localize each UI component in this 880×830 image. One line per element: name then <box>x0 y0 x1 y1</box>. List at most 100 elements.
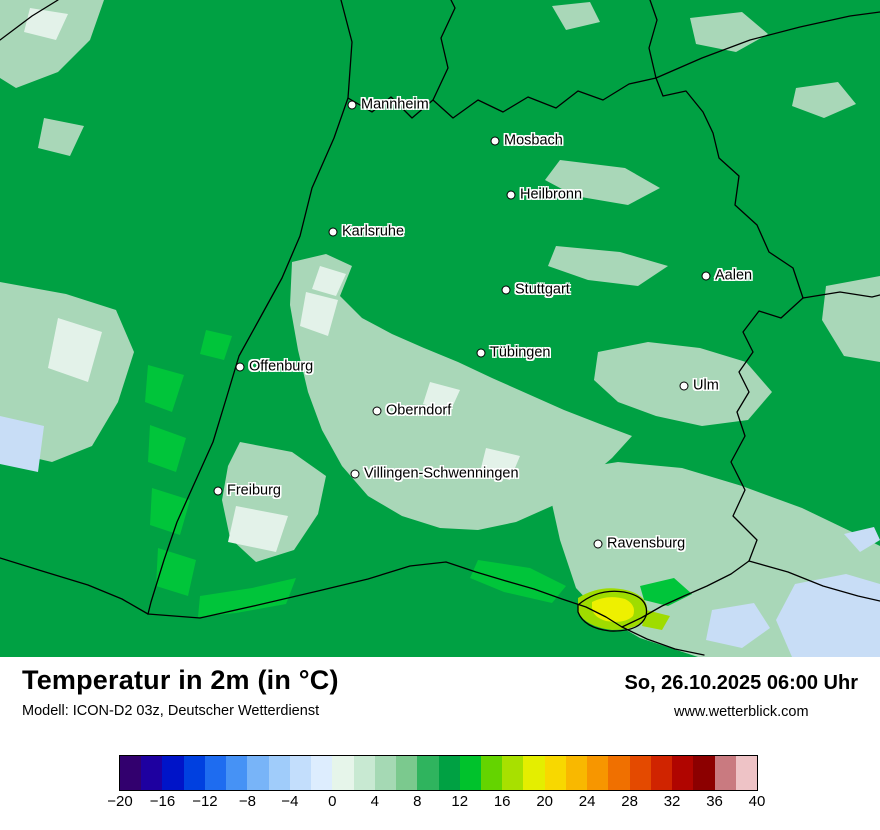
border-top-left <box>0 0 59 41</box>
colorbar-segment-9 <box>311 756 333 790</box>
city-label: Offenburg <box>249 358 314 375</box>
city-dot <box>679 381 689 391</box>
border-top-right <box>655 11 880 79</box>
footer-left: Temperatur in 2m (in °C) Modell: ICON-D2… <box>22 665 339 719</box>
colorbar-segment-3 <box>183 756 205 790</box>
website-url: www.wetterblick.com <box>673 704 809 720</box>
colorbar-segment-23 <box>608 756 630 790</box>
city-dot <box>347 100 357 110</box>
colorbar-segment-26 <box>672 756 694 790</box>
map-title: Temperatur in 2m (in °C) <box>22 665 339 695</box>
city-dot <box>213 486 223 496</box>
city-markers: Mannheim Mosbach Heilbronn Karlsruhe Aalen St… <box>213 96 753 552</box>
border-east <box>730 297 804 562</box>
border-south-hochrhein <box>147 560 750 628</box>
footer: Temperatur in 2m (in °C) Modell: ICON-D2… <box>0 657 880 830</box>
border-right-stub <box>802 291 880 299</box>
colorbar-segment-17 <box>480 756 503 790</box>
colorbar-segment-13 <box>396 756 418 790</box>
lake-constance-outline <box>577 590 648 632</box>
state-borders <box>0 0 880 656</box>
colorbar-tick-minus12: −12 <box>192 793 218 810</box>
colorbar-segment-29 <box>735 756 758 790</box>
colorbar-segment-15 <box>438 756 460 790</box>
colorbar-tick-12: 12 <box>451 793 469 810</box>
colorbar-segment-18 <box>502 756 524 790</box>
colorbar-tick-minus16: −16 <box>149 793 176 810</box>
colorbar-tick-32: 32 <box>663 793 681 810</box>
colorbar-segment-5 <box>226 756 248 790</box>
colorbar-segment-2 <box>162 756 184 790</box>
city-label: Mosbach <box>504 132 563 149</box>
city-dot <box>476 348 486 358</box>
border-north-bavaria <box>648 0 658 79</box>
city-label: Ulm <box>693 377 719 394</box>
colorbar-segment-4 <box>204 756 227 790</box>
colorbar-segment-8 <box>289 756 312 790</box>
city-dot <box>350 469 360 479</box>
city-label: Ravensburg <box>607 535 686 552</box>
colorbar-tick-minus20: −20 <box>107 793 133 810</box>
colorbar-segment-21 <box>565 756 588 790</box>
colorbar-segment-7 <box>268 756 290 790</box>
border-bottom-left <box>0 557 149 615</box>
city-dot <box>501 285 511 295</box>
colorbar-segment-12 <box>374 756 397 790</box>
colorbar-tick-20: 20 <box>536 793 553 810</box>
city-label: Mannheim <box>361 96 429 113</box>
colorbar-tick-40: 40 <box>748 793 766 810</box>
city-label: Heilbronn <box>520 186 583 203</box>
colorbar-tick-16: 16 <box>493 793 511 810</box>
city-label: Villingen-Schwenningen <box>364 465 519 482</box>
colorbar-tick-8: 8 <box>413 793 422 810</box>
colorbar-segment-10 <box>332 756 354 790</box>
colorbar-segment-6 <box>247 756 269 790</box>
city-label: Stuttgart <box>515 281 570 298</box>
city-dot <box>593 539 603 549</box>
border-west-rhine <box>147 0 353 615</box>
city-label: Tübingen <box>490 344 551 361</box>
city-dot <box>235 362 245 372</box>
city-label: Karlsruhe <box>342 223 405 240</box>
colorbar-segment-14 <box>417 756 439 790</box>
border-southeast <box>748 560 880 602</box>
colorbar-segment-19 <box>523 756 545 790</box>
warm-temperature-patches <box>145 330 692 617</box>
weather-map: Mannheim Mosbach Heilbronn Karlsruhe Aalen St… <box>0 0 880 657</box>
city-dot <box>328 227 338 237</box>
colorbar-segment-16 <box>459 756 481 790</box>
colorbar-ticks: −20 −16 −12 −8 −4 0 4 8 12 16 20 24 28 32 36 40 <box>107 793 765 813</box>
colorbar-tick-4: 4 <box>370 793 379 810</box>
city-dot <box>701 271 711 281</box>
colorbar-segment-24 <box>629 756 651 790</box>
border-austria <box>621 626 705 656</box>
colorbar-segment-28 <box>714 756 736 790</box>
colorbar-segment-20 <box>544 756 566 790</box>
colorbar-tick-0: 0 <box>328 793 337 810</box>
city-label: Freiburg <box>227 482 281 499</box>
colorbar-segment-1 <box>141 756 163 790</box>
footer-right: So, 26.10.2025 06:00 Uhr www.wetterblick… <box>625 672 858 720</box>
city-dot <box>506 190 516 200</box>
temperature-colorbar <box>119 755 758 791</box>
city-dot <box>372 406 382 416</box>
cool-temperature-patches <box>24 8 520 552</box>
colorbar-segment-11 <box>353 756 375 790</box>
colorbar-segment-0 <box>120 756 142 790</box>
colorbar-tick-minus8: −8 <box>238 793 256 810</box>
colorbar-segment-22 <box>587 756 609 790</box>
colorbar-tick-28: 28 <box>621 793 638 810</box>
city-dot <box>490 136 500 146</box>
colorbar-tick-36: 36 <box>706 793 723 810</box>
city-label: Aalen <box>715 267 753 284</box>
colorbar-tick-24: 24 <box>578 793 596 810</box>
valid-datetime: So, 26.10.2025 06:00 Uhr <box>624 672 858 694</box>
border-hessen <box>432 0 456 101</box>
colorbar-segment-25 <box>650 756 673 790</box>
colorbar-tick-minus4: −4 <box>281 793 299 810</box>
colorbar-segment-27 <box>693 756 715 790</box>
temperature-field-svg <box>0 0 880 657</box>
city-label: Oberndorf <box>386 402 452 419</box>
model-info: Modell: ICON-D2 03z, Deutscher Wetterdie… <box>22 703 320 719</box>
